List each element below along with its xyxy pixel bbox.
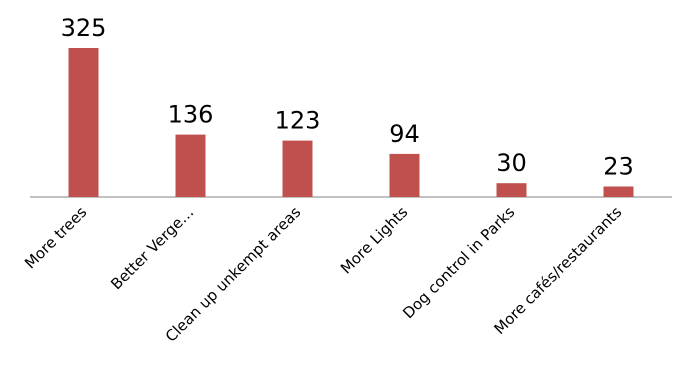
bar (603, 186, 634, 197)
bars-group (68, 48, 634, 197)
data-label: 123 (275, 107, 321, 135)
bar (496, 183, 527, 197)
data-label: 136 (168, 101, 214, 129)
data-label: 30 (496, 149, 527, 177)
data-label: 325 (61, 14, 107, 42)
data-label: 23 (603, 153, 634, 181)
bar (389, 153, 420, 197)
bar (282, 140, 313, 197)
x-tick-label: Better Verge… (107, 203, 197, 293)
data-label: 94 (389, 120, 420, 148)
x-tick-label: Dog control in Parks (399, 203, 518, 322)
tick-labels-group: More trees Better Verge…Clean up unkempt … (21, 203, 625, 346)
data-labels-group: 325 136 123 94 30 23 (61, 14, 634, 181)
x-tick-label: More trees (21, 203, 90, 272)
x-tick-label: More Lights (337, 203, 412, 278)
bar (175, 134, 206, 197)
bar (68, 48, 99, 197)
